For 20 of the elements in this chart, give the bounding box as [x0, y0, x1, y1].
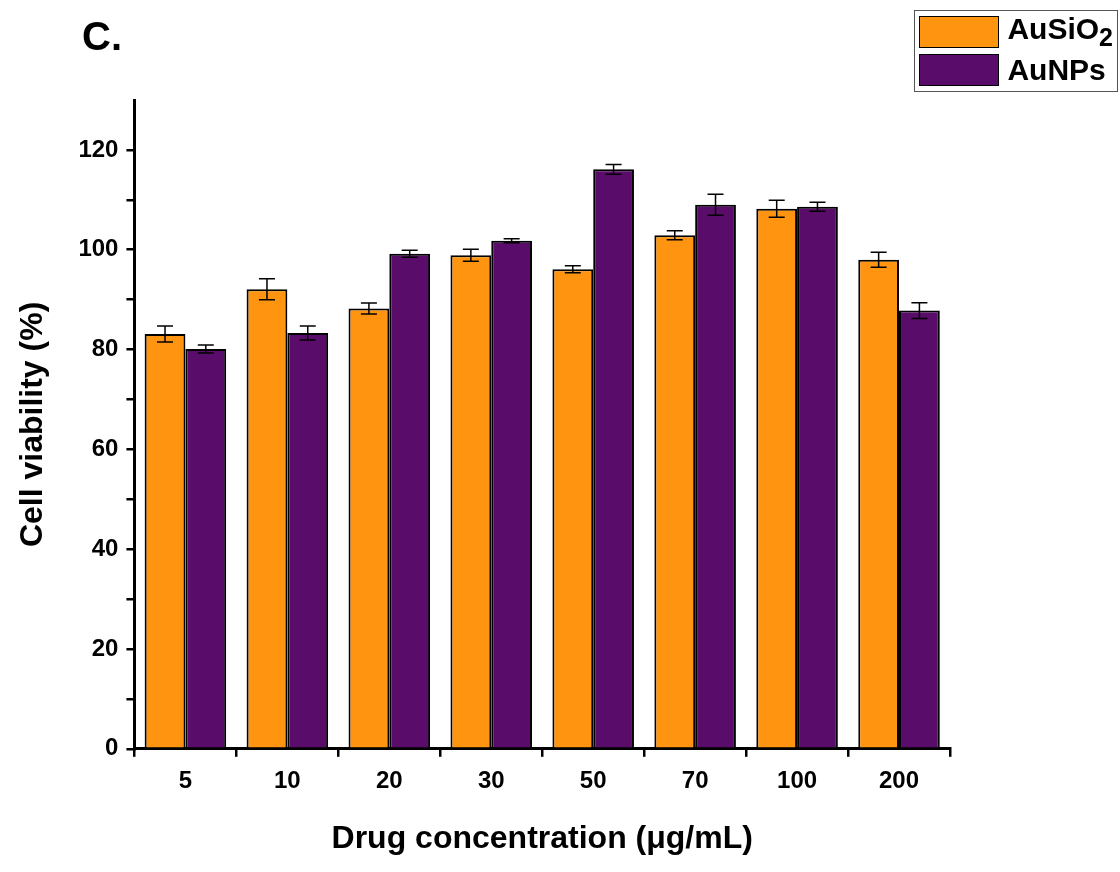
x-tick-label: 50 [579, 765, 607, 793]
y-tick-label: 60 [91, 433, 119, 461]
x-axis-title: Drug concentration (μg/mL) [331, 818, 753, 855]
legend-label: AuNPs [1007, 53, 1106, 87]
x-tick-label: 100 [777, 765, 818, 793]
y-tick-label: 40 [91, 533, 119, 561]
chart-title: C. [82, 14, 122, 59]
x-tick-label: 5 [178, 765, 193, 793]
x-tick-label: 70 [681, 765, 709, 793]
x-tick-label: 20 [375, 765, 403, 793]
y-axis-title: Cell viability (%) [13, 301, 50, 548]
x-tick-label: 200 [879, 765, 920, 793]
x-tick-label: 30 [477, 765, 505, 793]
y-tick-label: 0 [105, 733, 119, 761]
legend-label: AuSiO$_{2}$ [1007, 12, 1113, 52]
y-tick-label: 20 [91, 633, 119, 661]
y-tick-label: 80 [91, 334, 119, 362]
x-tick-label: 10 [274, 765, 301, 793]
y-tick-label: 100 [78, 234, 119, 262]
y-tick-label: 120 [78, 134, 119, 162]
